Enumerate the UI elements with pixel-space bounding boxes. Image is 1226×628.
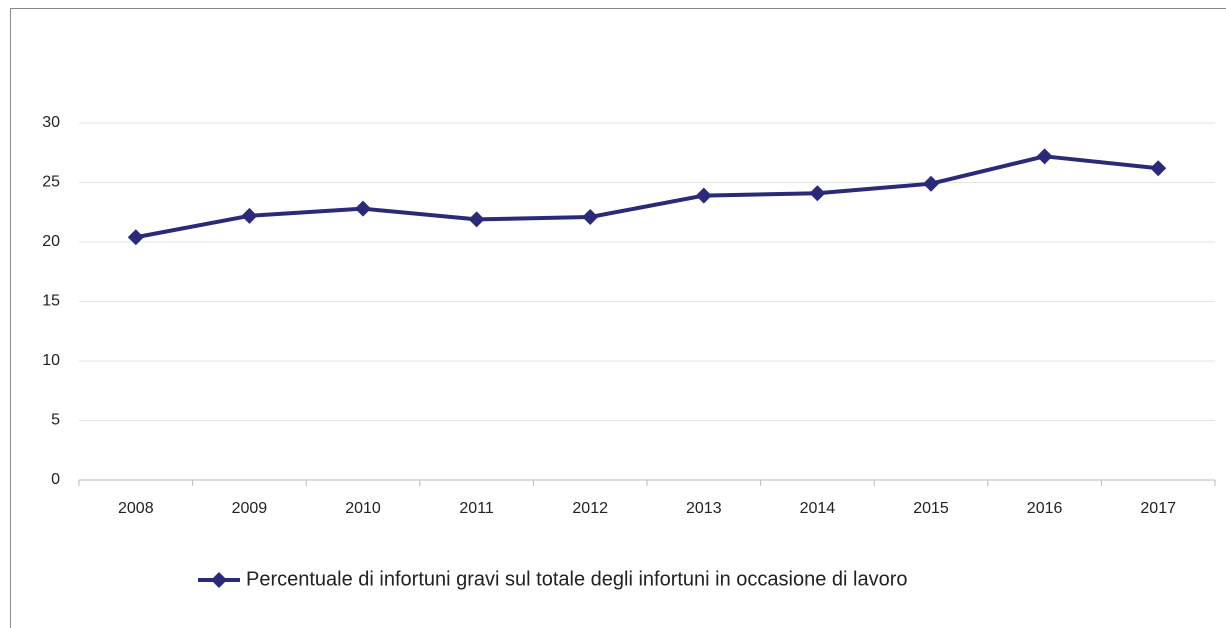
- x-tick-label: 2016: [1027, 500, 1063, 517]
- y-tick-label: 30: [42, 114, 60, 131]
- x-tick-label: 2011: [459, 500, 494, 517]
- x-tick-label: 2015: [913, 500, 949, 517]
- y-tick-label: 25: [42, 174, 60, 191]
- legend-label: Percentuale di infortuni gravi sul total…: [246, 568, 908, 590]
- point-marker: [355, 200, 371, 217]
- x-tick-label: 2017: [1140, 500, 1176, 517]
- x-tick-label: 2010: [345, 500, 381, 517]
- x-tick-label: 2009: [232, 500, 268, 517]
- chart-frame: [10, 8, 1226, 628]
- point-marker: [923, 175, 939, 192]
- legend: Percentuale di infortuni gravi sul total…: [198, 568, 908, 590]
- y-tick-label: 10: [42, 352, 60, 369]
- point-marker: [468, 211, 485, 228]
- y-tick-label: 15: [42, 293, 60, 310]
- point-marker: [1036, 148, 1053, 165]
- y-tick-label: 0: [51, 471, 60, 488]
- point-marker: [127, 229, 144, 246]
- x-tick-label: 2012: [572, 500, 608, 517]
- legend-marker: [211, 572, 227, 588]
- point-marker: [809, 185, 826, 202]
- y-tick-label: 20: [42, 233, 60, 250]
- x-tick-label: 2008: [118, 500, 154, 517]
- series-line: [135, 154, 1159, 240]
- x-tick-label: 2013: [686, 500, 722, 517]
- point-marker: [695, 187, 712, 204]
- point-marker: [1150, 160, 1167, 177]
- x-tick-label: 2014: [800, 500, 836, 517]
- y-tick-label: 5: [51, 412, 60, 429]
- point-marker: [241, 207, 258, 224]
- point-marker: [582, 209, 599, 226]
